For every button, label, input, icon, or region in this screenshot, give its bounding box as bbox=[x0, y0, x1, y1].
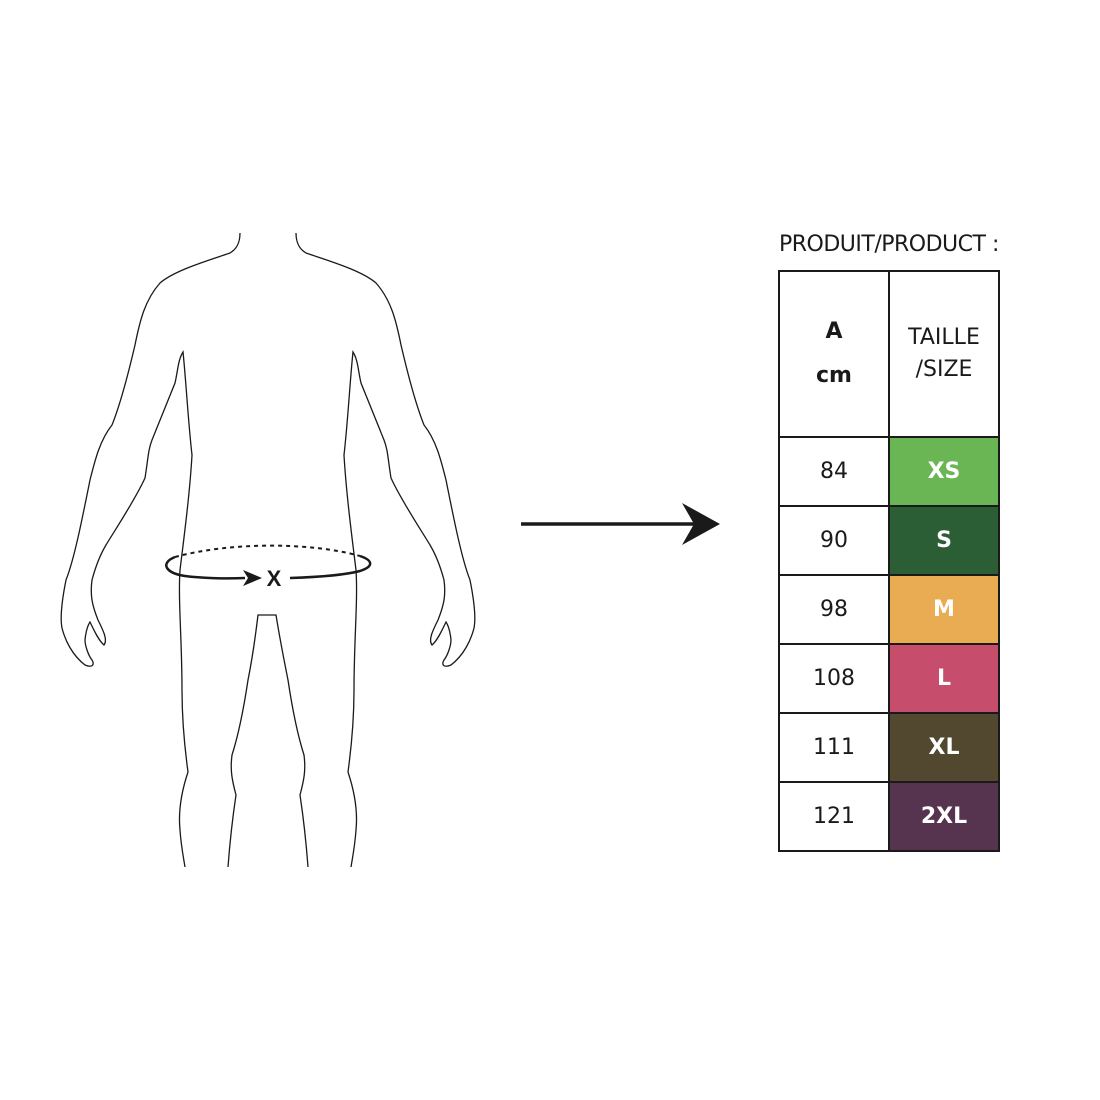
cell-size: S bbox=[888, 505, 1000, 576]
header-cm: cm bbox=[816, 363, 852, 388]
cell-size: XL bbox=[888, 712, 1000, 783]
cell-cm: 98 bbox=[778, 574, 890, 645]
header-a: A bbox=[825, 319, 843, 344]
table-row: 84 XS bbox=[778, 436, 1000, 507]
arrow-right-icon bbox=[521, 503, 720, 545]
header-size-label: /SIZE bbox=[915, 357, 973, 382]
measure-arrowhead-icon bbox=[243, 570, 262, 586]
size-table: A cm TAILLE /SIZE 84 XS 90 S 98 M 108 L 111 XL 121… bbox=[778, 270, 1000, 852]
cell-size: M bbox=[888, 574, 1000, 645]
cell-cm: 108 bbox=[778, 643, 890, 714]
cell-size: XS bbox=[888, 436, 1000, 507]
header-size: TAILLE /SIZE bbox=[888, 270, 1000, 438]
cell-cm: 90 bbox=[778, 505, 890, 576]
measure-label: X bbox=[267, 566, 282, 591]
waist-measure-loop bbox=[165, 544, 372, 586]
table-header-row: A cm TAILLE /SIZE bbox=[778, 270, 1000, 438]
cell-size: 2XL bbox=[888, 781, 1000, 852]
table-row: 90 S bbox=[778, 505, 1000, 576]
table-row: 108 L bbox=[778, 643, 1000, 714]
table-title: PRODUIT/PRODUCT : bbox=[779, 232, 999, 257]
cell-cm: 84 bbox=[778, 436, 890, 507]
cell-cm: 111 bbox=[778, 712, 890, 783]
table-row: 111 XL bbox=[778, 712, 1000, 783]
header-measurement: A cm bbox=[778, 270, 890, 438]
cell-cm: 121 bbox=[778, 781, 890, 852]
table-row: 121 2XL bbox=[778, 781, 1000, 852]
cell-size: L bbox=[888, 643, 1000, 714]
table-row: 98 M bbox=[778, 574, 1000, 645]
body-outline bbox=[60, 232, 476, 868]
header-taille: TAILLE bbox=[908, 325, 980, 350]
